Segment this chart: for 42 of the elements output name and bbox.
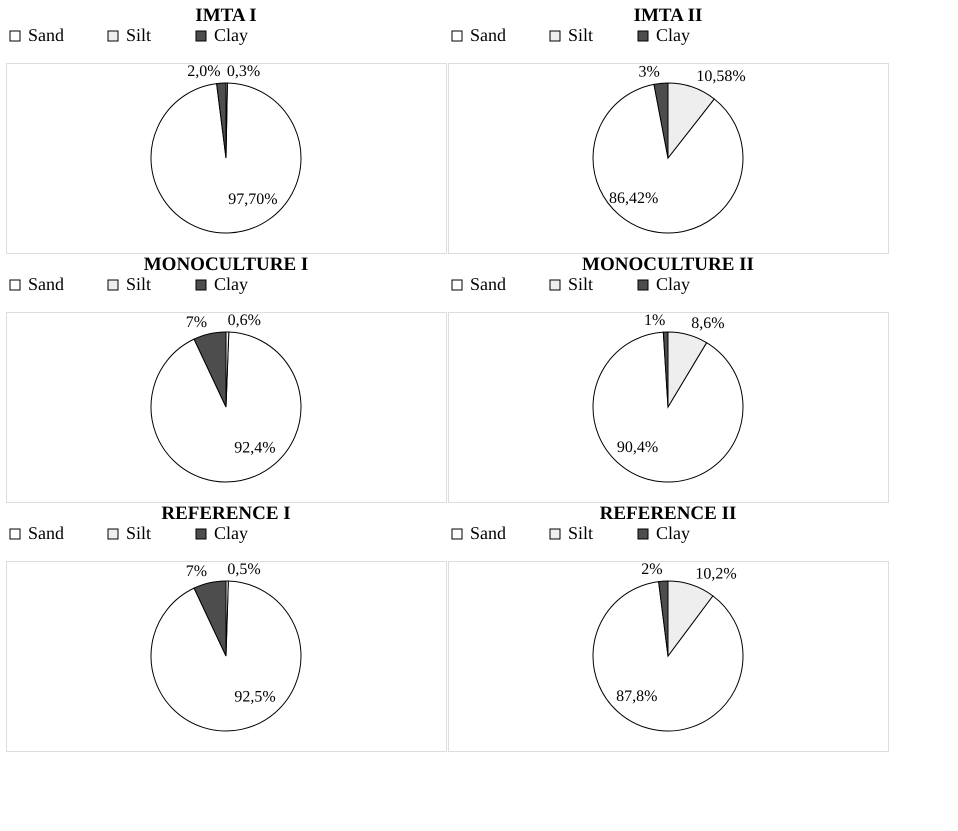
chart-title: IMTA I <box>195 5 257 26</box>
data-label: 0,3% <box>226 63 260 80</box>
legend-label: Sand <box>470 274 506 294</box>
chart-title: MONOCULTURE II <box>582 254 754 275</box>
data-label: 0,5% <box>227 561 261 578</box>
data-label: 2% <box>641 561 663 578</box>
legend-label: Sand <box>470 523 506 543</box>
legend-label: Clay <box>214 523 248 543</box>
legend-label: Silt <box>126 523 152 543</box>
chart-title: MONOCULTURE I <box>144 254 308 275</box>
data-label: 10,58% <box>696 68 746 85</box>
legend-label: Sand <box>28 274 64 294</box>
data-label: 2,0% <box>187 63 221 80</box>
legend-label: Clay <box>656 25 690 45</box>
data-label: 0,6% <box>228 312 261 330</box>
data-label: 97,70% <box>228 191 278 208</box>
legend-label: Sand <box>28 523 64 543</box>
legend-label: Clay <box>656 523 690 543</box>
data-label: 7% <box>186 563 208 580</box>
data-label: 10,2% <box>695 565 737 582</box>
legend-label: Silt <box>126 25 152 45</box>
data-label: 7% <box>186 314 208 332</box>
data-label: 3% <box>638 63 660 80</box>
data-label: 1% <box>644 312 666 330</box>
legend-label: Silt <box>126 274 152 294</box>
legend-label: Clay <box>214 274 248 294</box>
data-label: 92,5% <box>234 688 276 706</box>
legend-label: Sand <box>470 25 506 45</box>
chart-title: IMTA II <box>634 5 702 26</box>
legend-label: Silt <box>568 25 594 45</box>
chart-title: REFERENCE II <box>600 503 736 524</box>
data-label: 86,42% <box>608 190 658 208</box>
legend-label: Sand <box>28 25 64 45</box>
legend-label: Clay <box>214 25 248 45</box>
legend-label: Silt <box>568 523 594 543</box>
data-label: 92,4% <box>234 439 276 456</box>
data-label: 90,4% <box>616 439 658 456</box>
data-label: 8,6% <box>691 315 725 332</box>
chart-title: REFERENCE I <box>161 503 291 524</box>
legend-label: Silt <box>568 274 594 294</box>
data-label: 87,8% <box>616 688 658 705</box>
legend-label: Clay <box>656 274 690 294</box>
